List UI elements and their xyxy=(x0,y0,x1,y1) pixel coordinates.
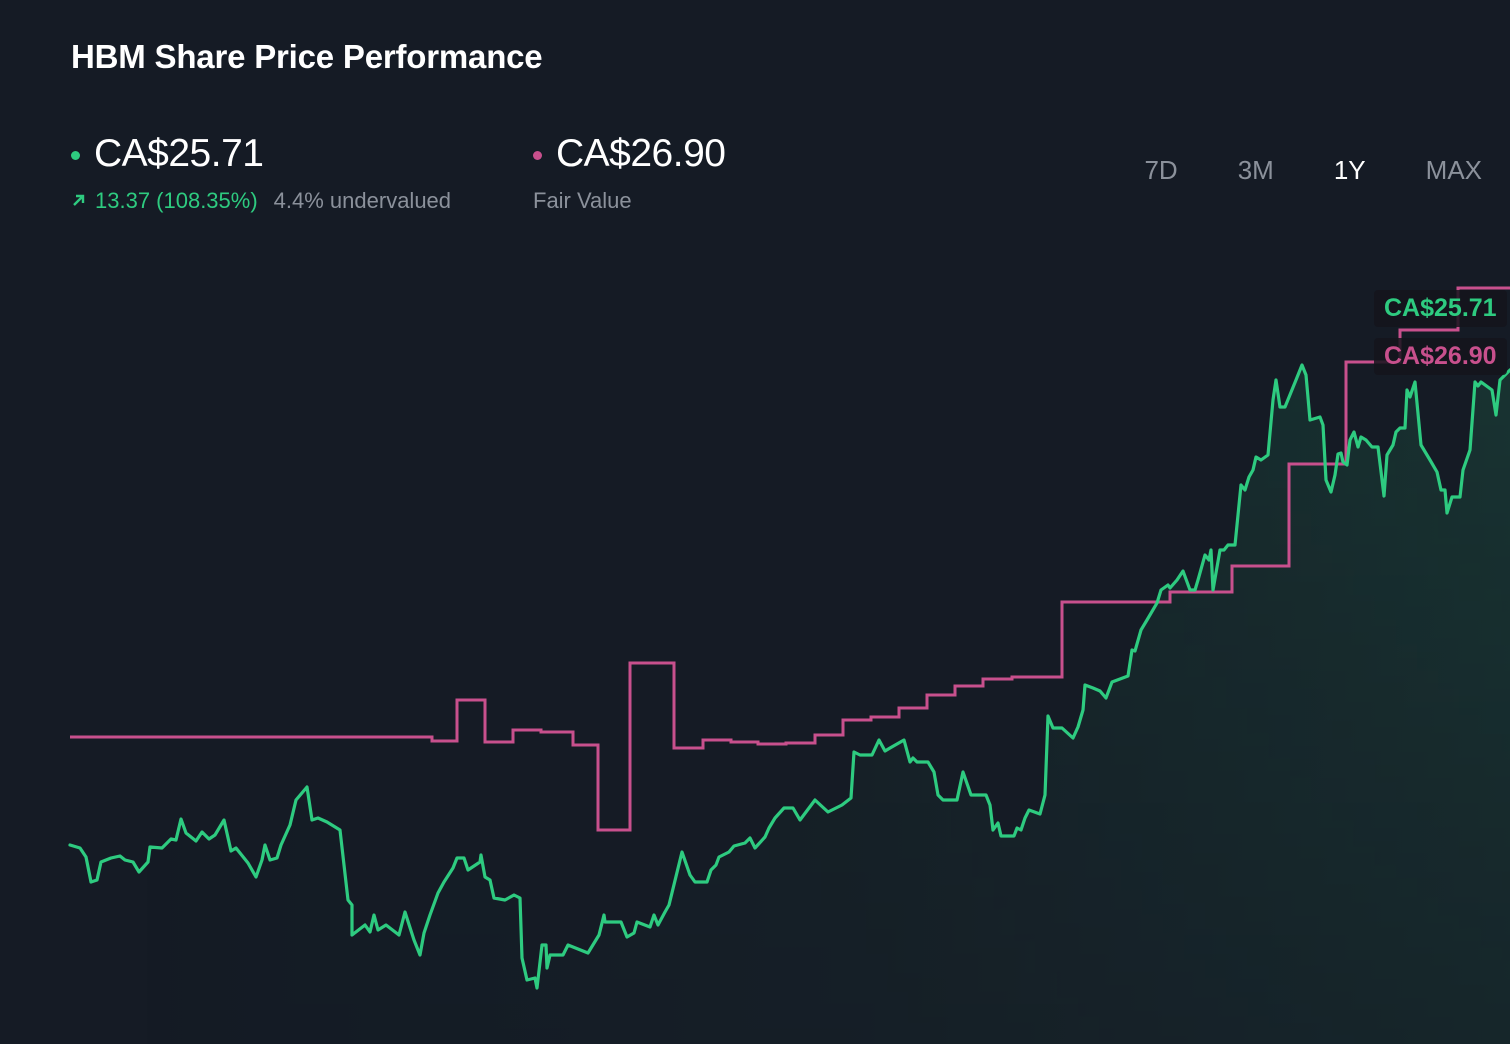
fair-value-block: CA$26.90 Fair Value xyxy=(533,132,726,214)
share-price-line xyxy=(68,363,1510,990)
timeframe-tabs: 7D 3M 1Y MAX xyxy=(1084,155,1482,186)
price-legend-dot-icon xyxy=(71,150,80,160)
tab-3m[interactable]: 3M xyxy=(1237,155,1274,185)
current-price: CA$25.71 xyxy=(94,132,264,175)
price-end-label: CA$25.71 xyxy=(1374,290,1507,327)
tab-max[interactable]: MAX xyxy=(1425,155,1482,185)
fair-value-price: CA$26.90 xyxy=(556,132,726,175)
fair-value-end-label: CA$26.90 xyxy=(1374,338,1507,375)
fair-value-line xyxy=(70,286,1510,832)
current-price-block: CA$25.71 13.37 (108.35%) 4.4% undervalue… xyxy=(71,132,451,214)
tab-1y[interactable]: 1Y xyxy=(1333,155,1366,185)
arrow-up-right-icon xyxy=(71,188,87,214)
price-area-fill xyxy=(70,365,1510,1044)
valuation-status: 4.4% undervalued xyxy=(273,188,452,213)
page-title: HBM Share Price Performance xyxy=(71,38,543,75)
tab-7d[interactable]: 7D xyxy=(1144,155,1178,185)
fair-value-label: Fair Value xyxy=(533,188,632,213)
fair-value-legend-dot-icon xyxy=(533,150,542,160)
price-change: 13.37 (108.35%) xyxy=(95,188,258,213)
